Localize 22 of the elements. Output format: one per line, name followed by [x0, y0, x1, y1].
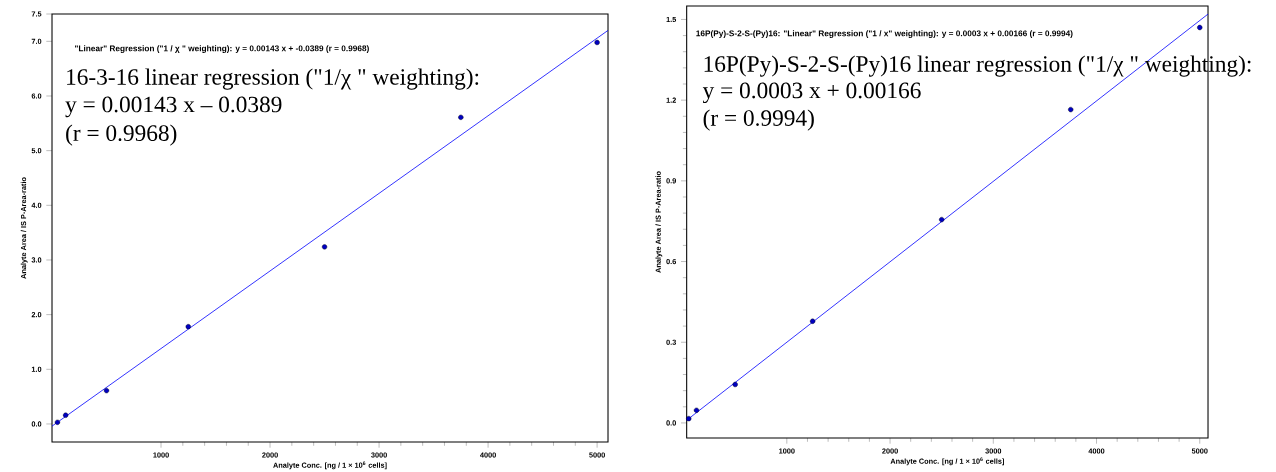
- annotation: y = 0.0003 x + 0.00166: [702, 82, 921, 104]
- point: [939, 216, 945, 223]
- point: [1068, 106, 1074, 113]
- annotation: (r = 0.9968): [66, 124, 177, 146]
- point: [185, 324, 191, 330]
- point: [458, 114, 464, 120]
- annotation: 16-3-16 linear regression ("1/χ " weighting):: [67, 68, 479, 90]
- annotation: (r = 0.9994): [703, 109, 814, 131]
- point: [54, 419, 61, 425]
- point: [810, 318, 816, 324]
- point: [732, 381, 738, 388]
- annotation: 16P(Py)-S-2-S-(Py)16: "Linear" Regression ("1 / x" weighting): y = 0.0003 x + 0.00166 (r = 0.9994): [696, 30, 1073, 38]
- point: [1197, 24, 1203, 31]
- annotation: "Linear" Regression ("1 / χ " weighting): y = 0.00143 x + -0.0389 (r = 0.9968): [75, 45, 369, 53]
- point: [594, 39, 600, 46]
- annotation: 16P(Py)-S-2-S-(Py)16 linear regression ("1/χ " weighting):: [704, 55, 1251, 77]
- point: [63, 412, 69, 418]
- point: [103, 388, 110, 394]
- point: [321, 244, 328, 250]
- point: [693, 407, 700, 413]
- point: [686, 416, 692, 422]
- annotation: y = 0.00143 x – 0.0389: [65, 96, 282, 118]
